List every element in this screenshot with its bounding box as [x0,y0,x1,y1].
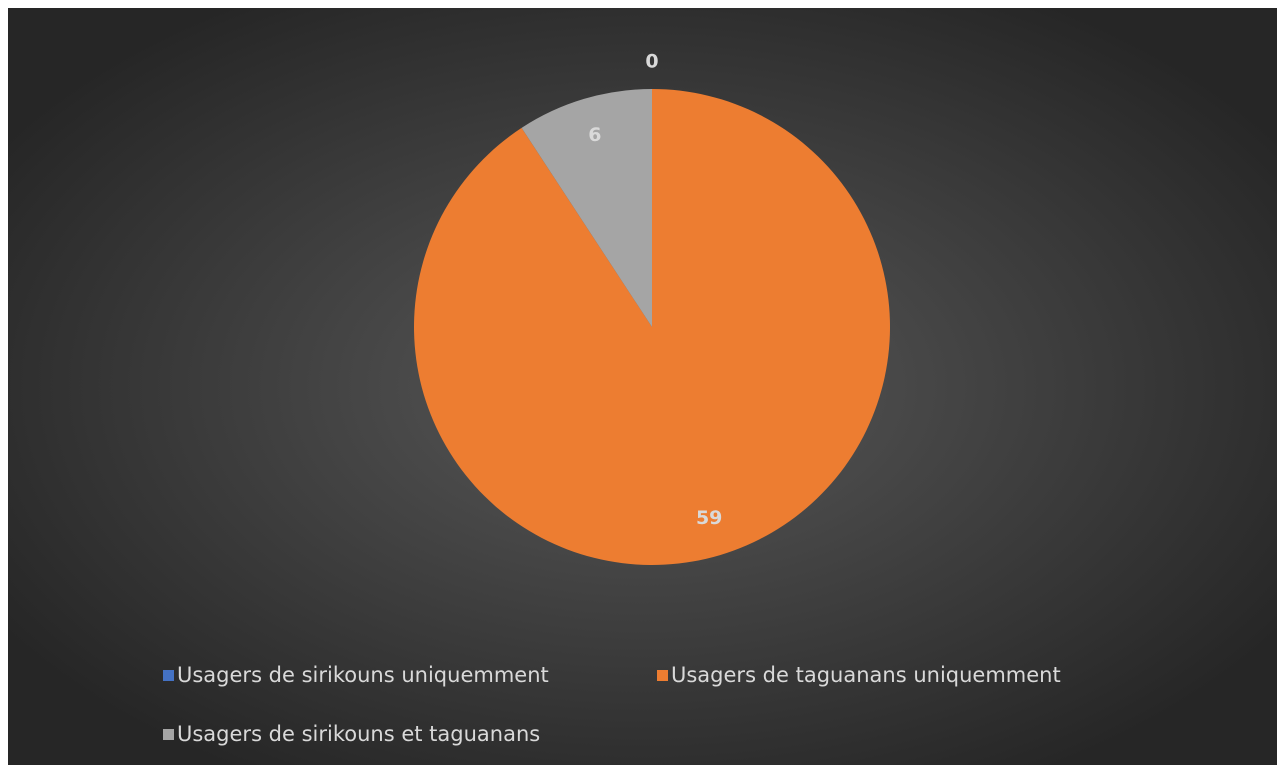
legend-swatch [163,670,174,681]
legend-swatch [657,670,668,681]
data-label: 59 [696,507,722,529]
legend-label: Usagers de sirikouns uniquemment [177,663,549,687]
data-label: 0 [645,51,658,73]
pie-slice [413,89,890,565]
pie-slice [521,89,652,327]
legend-label: Usagers de taguanans uniquemment [671,663,1061,687]
legend-swatch [163,729,174,740]
data-label: 6 [588,124,601,146]
legend-label: Usagers de sirikouns et taguanans [177,722,540,746]
